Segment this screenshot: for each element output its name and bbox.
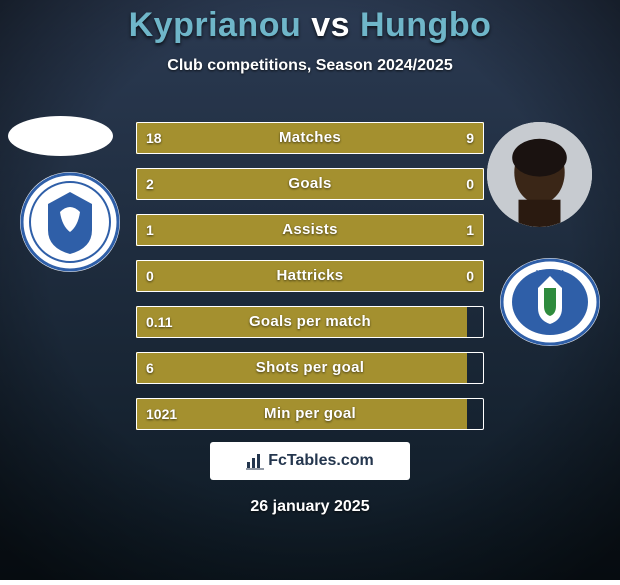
- stat-row: 189Matches: [136, 122, 484, 154]
- player2-name: Hungbo: [360, 6, 491, 44]
- stat-label: Hattricks: [136, 260, 484, 292]
- stat-label: Assists: [136, 214, 484, 246]
- stat-label: Min per goal: [136, 398, 484, 430]
- chart-icon: [246, 452, 264, 470]
- stat-row: 0.11Goals per match: [136, 306, 484, 338]
- vs-text: vs: [311, 6, 350, 44]
- stat-row: 00Hattricks: [136, 260, 484, 292]
- player1-avatar: [8, 116, 113, 156]
- footer-site-box: FcTables.com: [210, 442, 410, 480]
- player1-name: Kyprianou: [129, 6, 302, 44]
- stat-label: Goals per match: [136, 306, 484, 338]
- stat-row: 1021Min per goal: [136, 398, 484, 430]
- stat-label: Matches: [136, 122, 484, 154]
- stats-bars: 189Matches 20Goals 11Assists 00Hattricks 0.1…: [136, 122, 484, 444]
- comparison-title: Kyprianou vs Hungbo: [0, 6, 620, 45]
- player1-club-badge: [20, 172, 120, 272]
- subtitle: Club competitions, Season 2024/2025: [0, 57, 620, 75]
- stat-row: 11Assists: [136, 214, 484, 246]
- stat-row: 6Shots per goal: [136, 352, 484, 384]
- stat-label: Shots per goal: [136, 352, 484, 384]
- stat-label: Goals: [136, 168, 484, 200]
- footer-date: 26 january 2025: [0, 498, 620, 516]
- footer-site-text: FcTables.com: [268, 452, 374, 470]
- player2-club-badge: WIGAN: [500, 258, 600, 346]
- svg-text:WIGAN: WIGAN: [536, 269, 564, 278]
- stat-row: 20Goals: [136, 168, 484, 200]
- player2-avatar: [487, 122, 592, 227]
